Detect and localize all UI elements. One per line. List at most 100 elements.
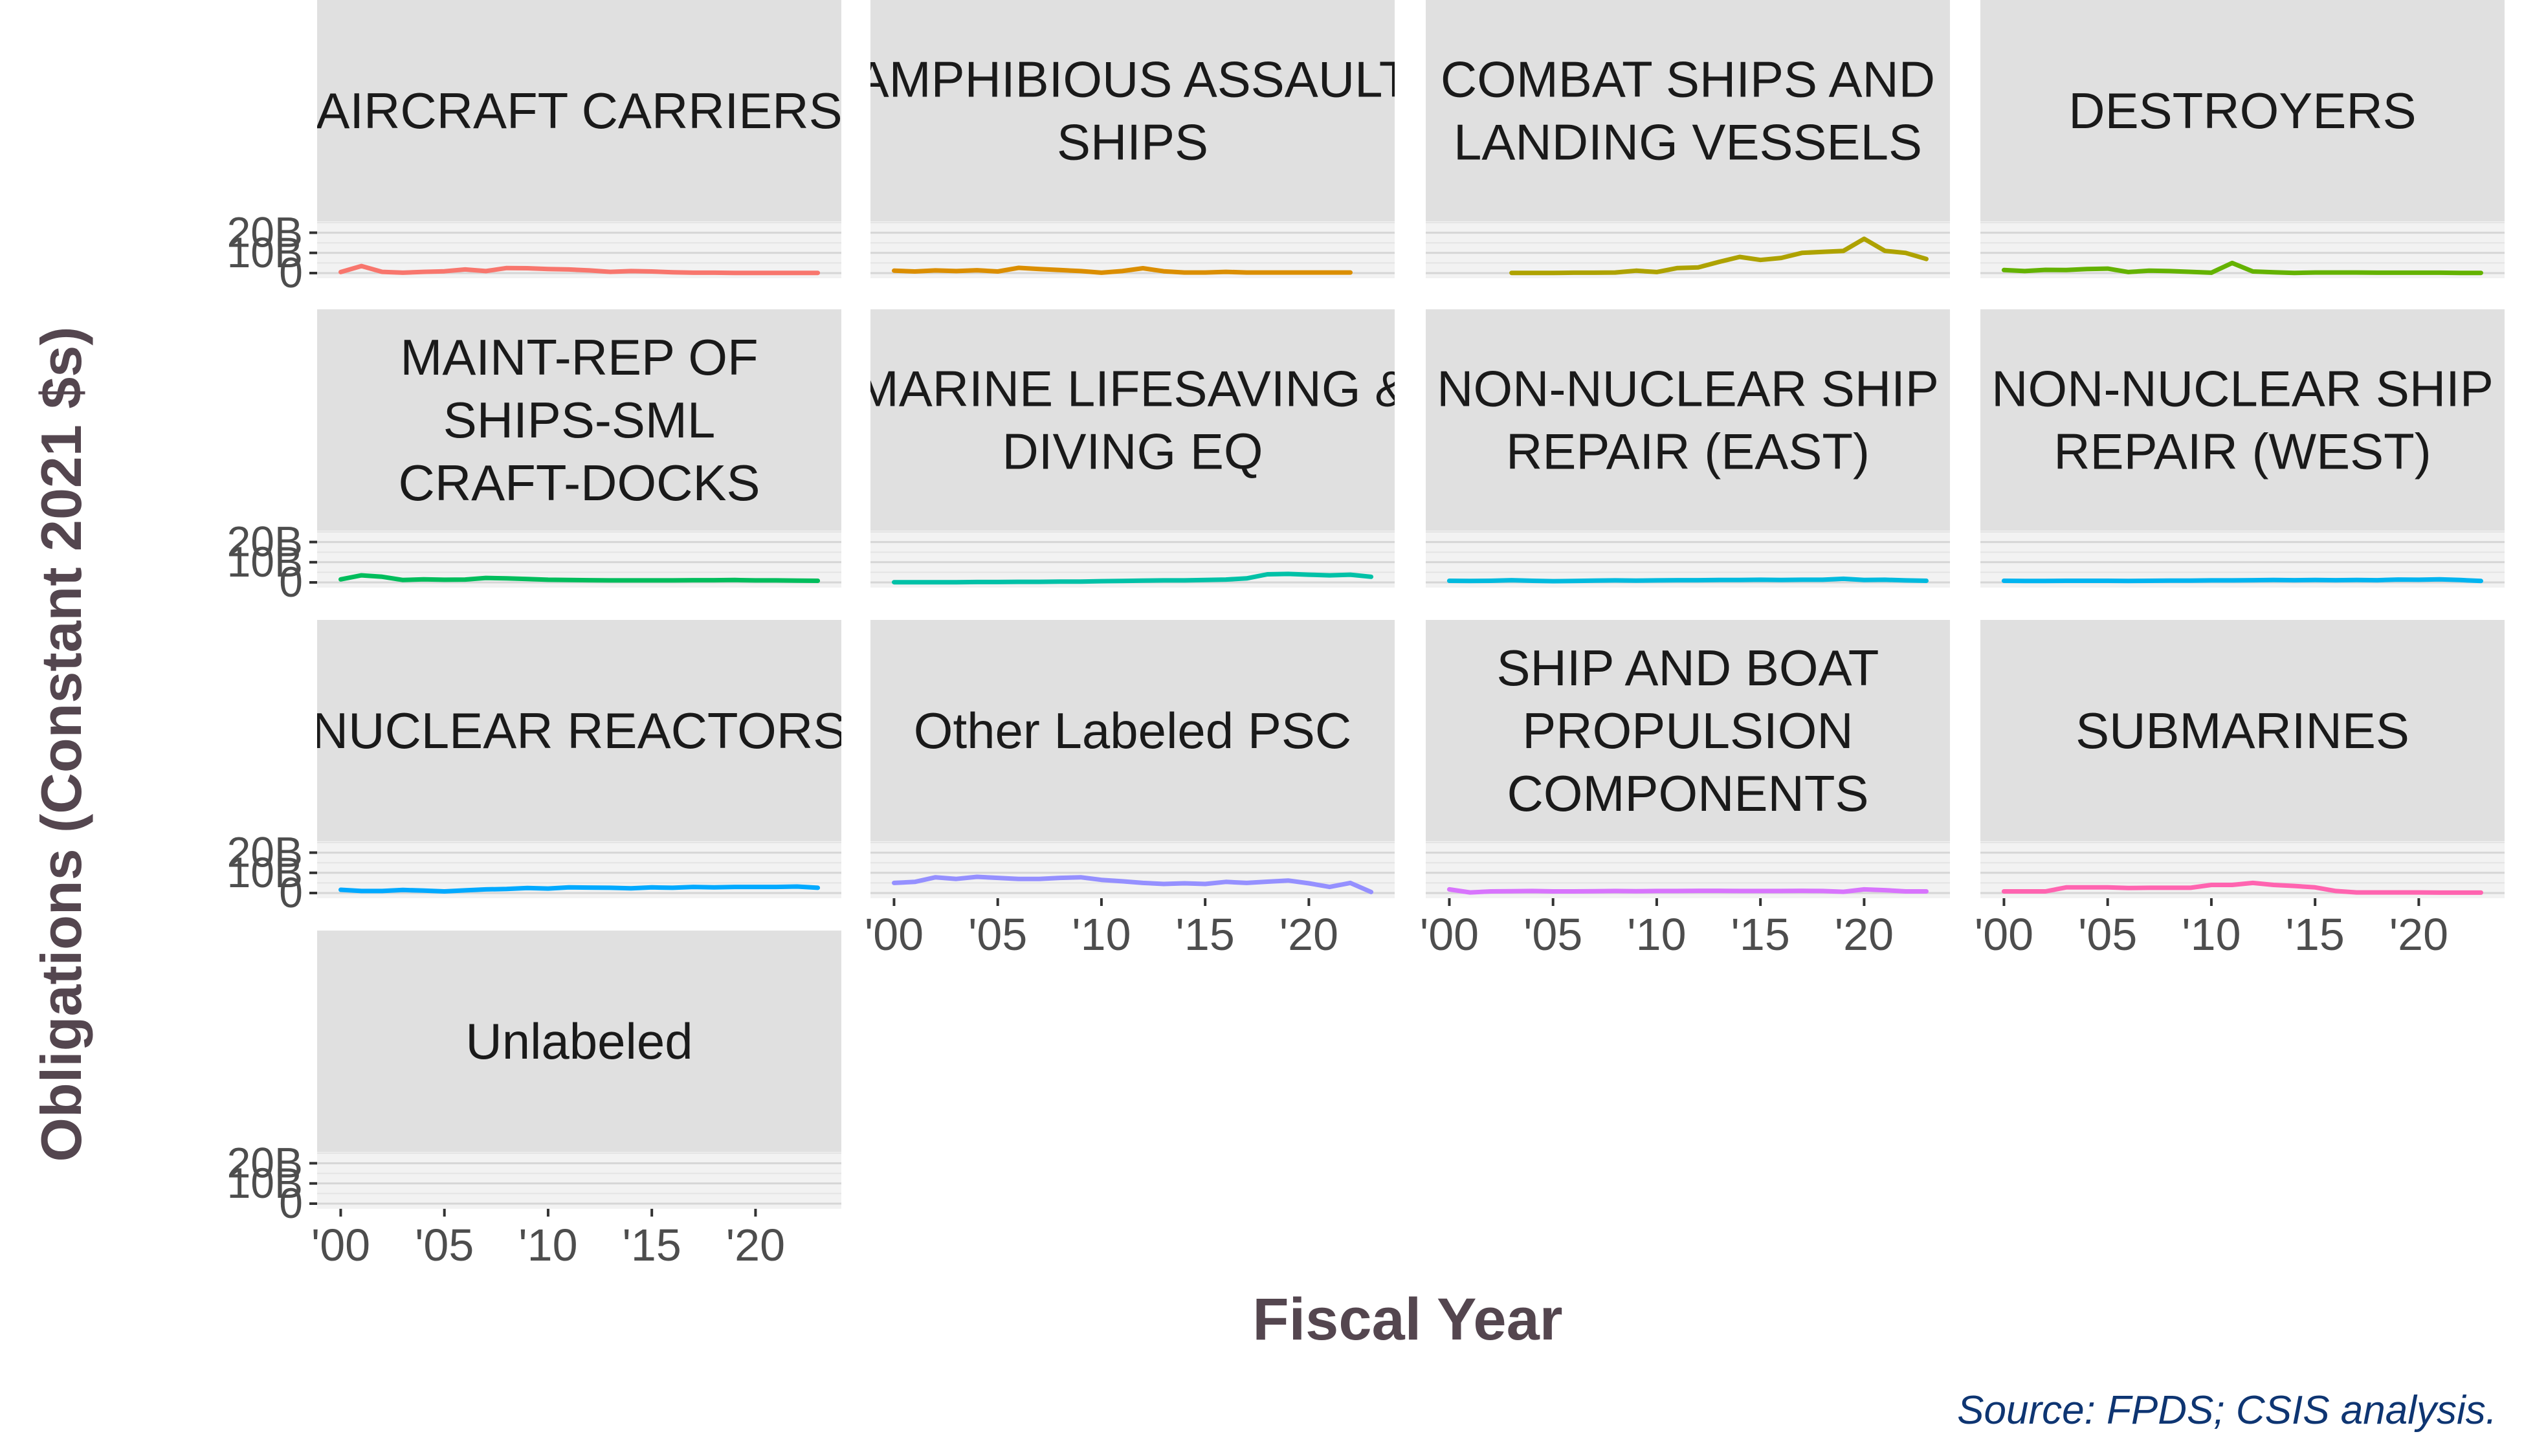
x-tick-label: '05	[415, 1220, 474, 1270]
series-line	[892, 571, 1374, 585]
x-tick-label: '05	[968, 909, 1027, 960]
source-note: Source: FPDS; CSIS analysis.	[1957, 1388, 2497, 1433]
facet-strip-label: MAINT-REP OF	[400, 329, 758, 386]
facet-strip	[1980, 309, 2505, 531]
facet-strip-label: REPAIR (WEST)	[2054, 423, 2431, 480]
facet-strip	[1426, 0, 1950, 221]
facet-panel: MARINE LIFESAVING & DIVING EQ	[857, 309, 1408, 588]
facet-strip-label: PROPULSION	[1522, 702, 1853, 759]
x-tick-label: '15	[1176, 909, 1235, 960]
y-tick-label: 20B	[227, 208, 303, 256]
x-tick-label: '10	[2182, 909, 2241, 960]
facet-strip-label: SHIPS-SML	[443, 392, 715, 448]
x-tick-label: '10	[518, 1220, 577, 1270]
series-line	[2001, 260, 2483, 276]
panel-background	[870, 531, 1395, 588]
facet-strip-label: AIRCRAFT CARRIERS	[316, 82, 842, 139]
y-tick-label: 20B	[227, 518, 303, 566]
x-tick-label: '20	[2389, 909, 2448, 960]
facet-strip-label: COMBAT SHIPS AND	[1441, 51, 1935, 108]
facet-strip	[1426, 309, 1950, 531]
facet-panel: SUBMARINES	[1980, 620, 2505, 898]
x-tick-label: '00	[311, 1220, 370, 1270]
panel-background	[317, 1152, 841, 1209]
y-tick-label: 0	[279, 558, 303, 606]
series-line	[338, 573, 821, 583]
y-tick-label: 20B	[227, 1139, 303, 1187]
facet-strip-label: LANDING VESSELS	[1454, 114, 1922, 171]
x-axis-layer: '00 '05 '10 '15 '20 '00 '05 '10 '15 '20 '00 '05 '10 '…	[311, 898, 2448, 1270]
facet-strip-label: NON-NUCLEAR SHIP	[1437, 360, 1939, 417]
x-tick-label: '00	[1420, 909, 1479, 960]
x-tick-label: '10	[1627, 909, 1686, 960]
x-tick-label: '00	[865, 909, 924, 960]
facet-strip-label: Unlabeled	[465, 1013, 692, 1070]
facet-strip	[1980, 0, 2505, 221]
facet-panel: Other Labeled PSC	[870, 620, 1395, 898]
facet-strip-label: REPAIR (EAST)	[1506, 423, 1870, 480]
x-tick-label: '15	[1731, 909, 1790, 960]
series-line	[1509, 236, 1929, 276]
x-tick-label: '05	[1523, 909, 1582, 960]
facet-panel: NON-NUCLEAR SHIP REPAIR (WEST)	[1980, 309, 2505, 588]
facet-strip	[317, 0, 841, 221]
facet-panel: AMPHIBIOUS ASSAULT SHIPS	[856, 0, 1410, 278]
facet-strip-label: SHIP AND BOAT	[1497, 639, 1879, 696]
facet-strip-label: SUBMARINES	[2076, 702, 2409, 759]
series-line	[338, 884, 821, 894]
x-tick-label: '00	[1975, 909, 2033, 960]
x-tick-label: '10	[1072, 909, 1131, 960]
facet-strip	[317, 620, 841, 841]
facet-strip-label: COMPONENTS	[1507, 765, 1868, 822]
x-axis-title: Fiscal Year	[1252, 1286, 1562, 1352]
facet-strip-label: AMPHIBIOUS ASSAULT	[856, 51, 1410, 108]
facet-panel: SHIP AND BOAT PROPULSION COMPONENTS	[1426, 620, 1950, 898]
x-tick-label: '20	[726, 1220, 785, 1270]
series-line	[892, 874, 1374, 894]
facet-strip-label: MARINE LIFESAVING &	[857, 360, 1408, 417]
x-tick-label: '05	[2078, 909, 2137, 960]
y-tick-label: 10B	[227, 848, 303, 896]
facet-strip	[317, 931, 841, 1152]
series-line	[892, 265, 1353, 275]
series-line	[338, 263, 821, 276]
facet-strip-label: DIVING EQ	[1002, 423, 1263, 480]
facet-strip	[870, 0, 1395, 221]
facet-panel: COMBAT SHIPS AND LANDING VESSELS	[1426, 0, 1950, 278]
x-tick-label: '20	[1835, 909, 1894, 960]
y-tick-label: 20B	[227, 828, 303, 876]
y-tick-label: 10B	[227, 228, 303, 276]
facet-strip	[317, 309, 841, 531]
series-line	[2001, 880, 2483, 895]
facet-strip	[870, 620, 1395, 841]
facet-strip-label: NON-NUCLEAR SHIP	[1991, 360, 2494, 417]
facet-strip	[1426, 620, 1950, 841]
y-axis-title: Obligations (Constant 2021 $s)	[29, 327, 93, 1162]
panel-background	[870, 841, 1395, 898]
facet-panel: DESTROYERS	[1980, 0, 2505, 278]
series-line	[2001, 577, 2483, 584]
y-tick-label: 10B	[227, 1159, 303, 1207]
y-tick-label: 0	[279, 248, 303, 296]
facet-strip-label: SHIPS	[1057, 114, 1208, 171]
facet-strip	[870, 309, 1395, 531]
series-line	[1446, 576, 1929, 584]
facet-strip-label: CRAFT-DOCKS	[398, 454, 760, 511]
x-tick-label: '15	[2286, 909, 2345, 960]
x-tick-label: '20	[1279, 909, 1338, 960]
y-tick-label: 0	[279, 1179, 303, 1227]
y-tick-label: 0	[279, 868, 303, 916]
facet-strip-label: DESTROYERS	[2068, 82, 2416, 139]
facet-panel: NON-NUCLEAR SHIP REPAIR (EAST)	[1426, 309, 1950, 588]
x-tick-label: '15	[623, 1220, 681, 1270]
facet-strip-label: NUCLEAR REACTORS	[312, 702, 847, 759]
facet-strip	[1980, 620, 2505, 841]
y-tick-label: 10B	[227, 538, 303, 586]
facet-strip-label: Other Labeled PSC	[914, 702, 1351, 759]
